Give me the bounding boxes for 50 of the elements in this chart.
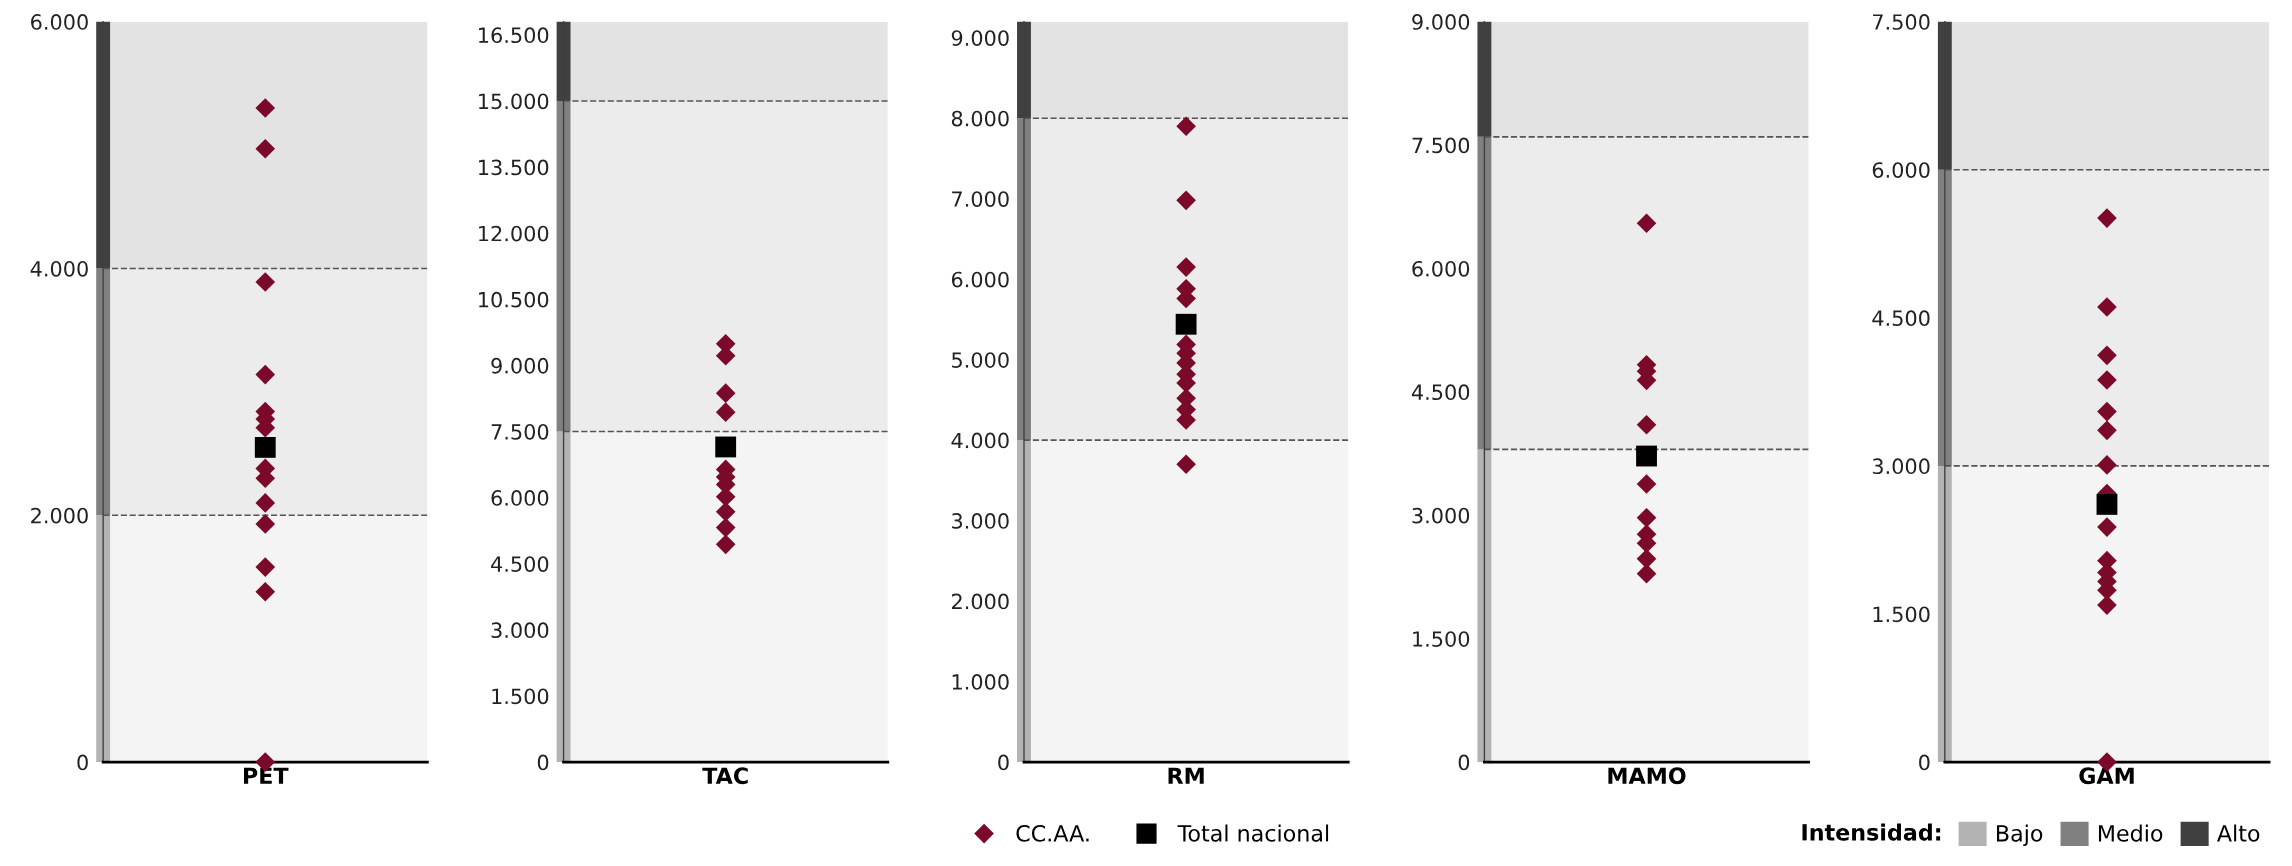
x-tick-label: MAMO — [1608, 767, 1686, 785]
y-tick-label: 6.000 — [1412, 260, 1470, 277]
y-tick-label: 13.500 — [479, 159, 549, 176]
y-tick-label: 2.000 — [31, 507, 88, 524]
y-tick-label: 6.000 — [1872, 162, 1930, 178]
y-tick-label: 9.000 — [491, 357, 549, 374]
y-tick-label: 0 — [998, 754, 1009, 771]
y-tick-label: 1.000 — [952, 674, 1009, 690]
y-tick-label: 6.000 — [491, 490, 549, 506]
y-tick-label: 0 — [1458, 754, 1470, 771]
y-tick-label: 7.500 — [1873, 14, 1930, 30]
y-tick-label: 3.000 — [1872, 458, 1930, 475]
y-tick-label: 0 — [1919, 754, 1930, 771]
y-tick-label: 8.000 — [951, 110, 1009, 127]
y-tick-label: 0 — [537, 754, 549, 771]
y-tick-label: 4.500 — [491, 556, 549, 572]
legend-label: Alto — [2217, 824, 2260, 842]
y-tick-label: 2.000 — [951, 593, 1009, 610]
y-tick-label: 7.500 — [1412, 137, 1470, 154]
x-tick-label: RM — [1168, 767, 1204, 784]
y-tick-label: 0 — [77, 754, 88, 771]
y-tick-label: 9.000 — [1412, 14, 1470, 30]
y-tick-label: 9.000 — [951, 30, 1009, 46]
y-tick-label: 3.000 — [1412, 507, 1470, 524]
y-tick-label: 7.000 — [952, 191, 1009, 207]
y-tick-label: 4.000 — [30, 260, 88, 277]
legend-label: CC.AA. — [1016, 824, 1089, 842]
y-tick-label: 15.000 — [479, 93, 549, 110]
x-tick-label: TAC — [702, 767, 748, 785]
y-tick-label: 10.500 — [479, 291, 549, 308]
y-tick-label: 12.000 — [479, 225, 549, 242]
y-tick-label: 7.500 — [491, 423, 549, 440]
y-tick-label: 1.500 — [1873, 606, 1930, 623]
legend-label: Total nacional — [1177, 824, 1329, 842]
legend-title: Intensidad: — [1802, 823, 1941, 841]
y-tick-label: 1.500 — [1413, 631, 1470, 647]
y-tick-label: 5.000 — [952, 352, 1009, 368]
legend-label: Medio — [2098, 824, 2163, 842]
y-tick-label: 6.000 — [951, 271, 1009, 288]
y-tick-label: 3.000 — [952, 513, 1009, 529]
y-tick-label: 4.500 — [1411, 384, 1470, 401]
legend-label: Bajo — [1997, 824, 2043, 846]
y-tick-label: 4.500 — [1872, 310, 1930, 327]
y-tick-label: 3.000 — [491, 622, 549, 639]
y-tick-label: 6.000 — [31, 14, 88, 30]
y-tick-label: 16.500 — [479, 27, 549, 44]
x-tick-label: PET — [243, 767, 289, 784]
y-tick-label: 4.000 — [951, 432, 1009, 449]
x-tick-label: GAM — [2079, 767, 2134, 785]
y-tick-label: 1.500 — [492, 688, 549, 705]
